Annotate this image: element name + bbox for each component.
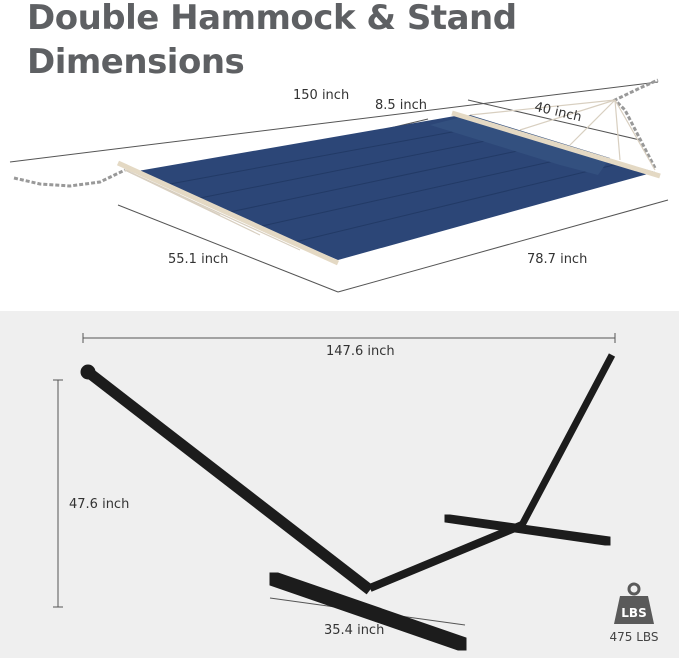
- hammock: [13, 78, 661, 266]
- stand-left-arm: [84, 367, 374, 595]
- label-hammock-width: 55.1 inch: [168, 252, 229, 267]
- label-hammock-length: 150 inch: [293, 88, 350, 103]
- title-line-1: Double Hammock & Stand: [27, 0, 517, 38]
- right-spreader-bar: [451, 110, 661, 179]
- stand-dimension-lines: [53, 333, 616, 626]
- page-title: Double Hammock & Stand Dimensions: [27, 0, 517, 84]
- label-stand-length: 147.6 inch: [326, 344, 395, 359]
- dim-line-78: [337, 199, 669, 293]
- label-bed-length: 78.7 inch: [527, 252, 588, 267]
- dim-line-55: [117, 204, 339, 293]
- stand-right-base: [444, 514, 611, 546]
- title-line-2: Dimensions: [27, 42, 245, 82]
- stand-crossbar: [368, 521, 524, 592]
- svg-text:LBS: LBS: [621, 606, 646, 620]
- hammock-dimension-lines: [9, 81, 669, 293]
- dim-line-150: [9, 81, 659, 163]
- weight-capacity-value: 475 LBS: [609, 630, 659, 644]
- pillow: [430, 115, 610, 175]
- label-base-width: 35.4 inch: [324, 623, 385, 638]
- stand-right-arm: [518, 353, 616, 527]
- dim-line-40: [467, 99, 641, 141]
- left-spreader-bar: [116, 160, 340, 266]
- label-pillow-depth: 8.5 inch: [375, 98, 428, 113]
- weight-capacity: LBS 475 LBS: [604, 580, 664, 644]
- weight-icon: LBS: [614, 582, 654, 624]
- label-stand-height: 47.6 inch: [69, 497, 130, 512]
- right-chain: [612, 78, 659, 169]
- stand-left-base: [269, 572, 467, 651]
- stand-end-cap: [80, 364, 96, 380]
- left-chain: [13, 168, 126, 188]
- stand: [80, 353, 616, 651]
